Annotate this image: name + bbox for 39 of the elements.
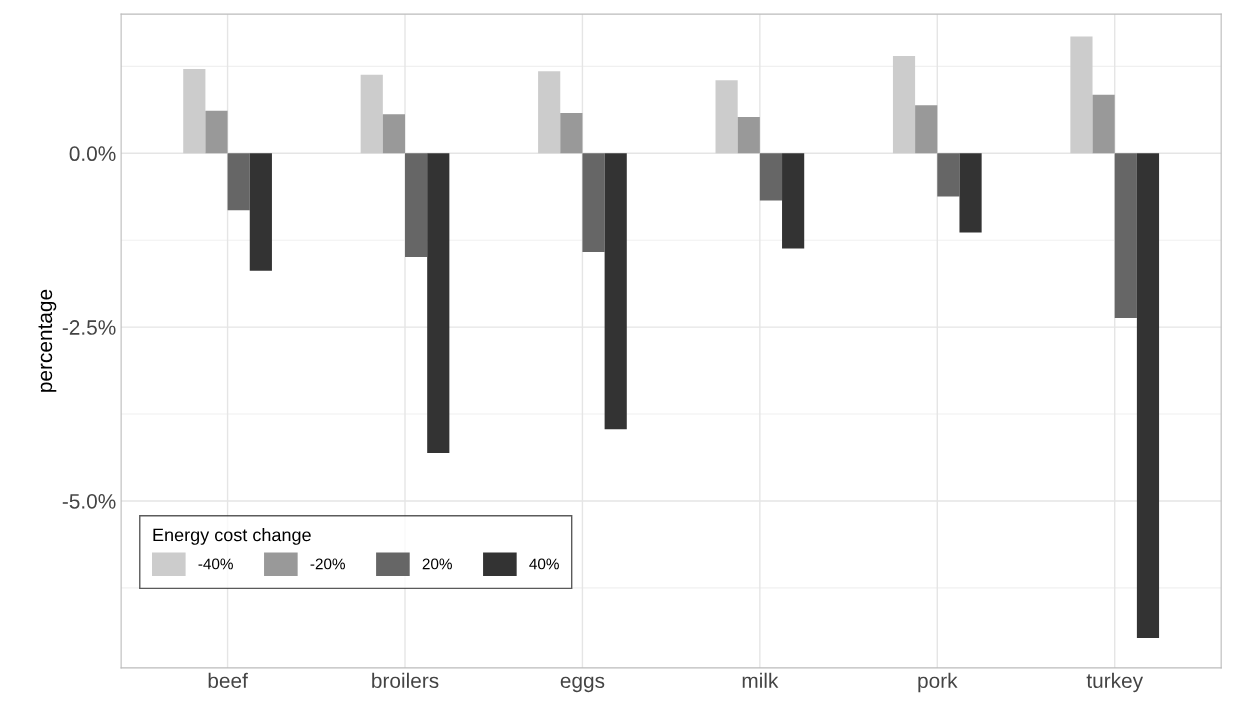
bar — [427, 153, 450, 453]
bar — [360, 74, 383, 154]
bar — [737, 117, 760, 154]
legend-label: 40% — [529, 558, 559, 570]
x-tick-label: broilers — [372, 672, 439, 689]
x-tick-label: milk — [742, 672, 779, 688]
bar — [538, 71, 561, 154]
bar — [249, 153, 272, 271]
bar — [604, 153, 627, 430]
bar — [715, 80, 738, 154]
legend-label: 20% — [422, 558, 452, 570]
bar — [892, 55, 916, 154]
bar — [183, 69, 206, 154]
bar — [582, 153, 605, 253]
legend-label: -40% — [198, 558, 233, 570]
x-tick-label: eggs — [560, 676, 605, 693]
legend-title: Energy cost change — [153, 528, 311, 545]
bar — [405, 153, 428, 257]
bar — [782, 153, 805, 249]
x-tick-label: pork — [918, 672, 958, 693]
bar — [1092, 94, 1115, 154]
bar — [227, 153, 250, 211]
bar — [959, 153, 982, 233]
y-tick-label: -5.0% — [62, 493, 116, 509]
bar — [205, 110, 228, 154]
bar — [1070, 36, 1093, 154]
bar — [937, 153, 960, 197]
bar — [759, 153, 783, 201]
bar — [560, 112, 583, 154]
x-tick-label: beef — [208, 672, 248, 689]
bar — [915, 105, 938, 154]
bar — [382, 114, 406, 154]
y-tick-label: 0.0% — [69, 146, 116, 162]
legend-label: -20% — [310, 558, 345, 570]
y-tick-label: -2.5% — [62, 320, 116, 335]
bar — [1136, 153, 1160, 638]
y-axis-title: percentage — [38, 289, 57, 392]
bar — [1114, 153, 1137, 319]
x-tick-label: turkey — [1086, 672, 1144, 693]
